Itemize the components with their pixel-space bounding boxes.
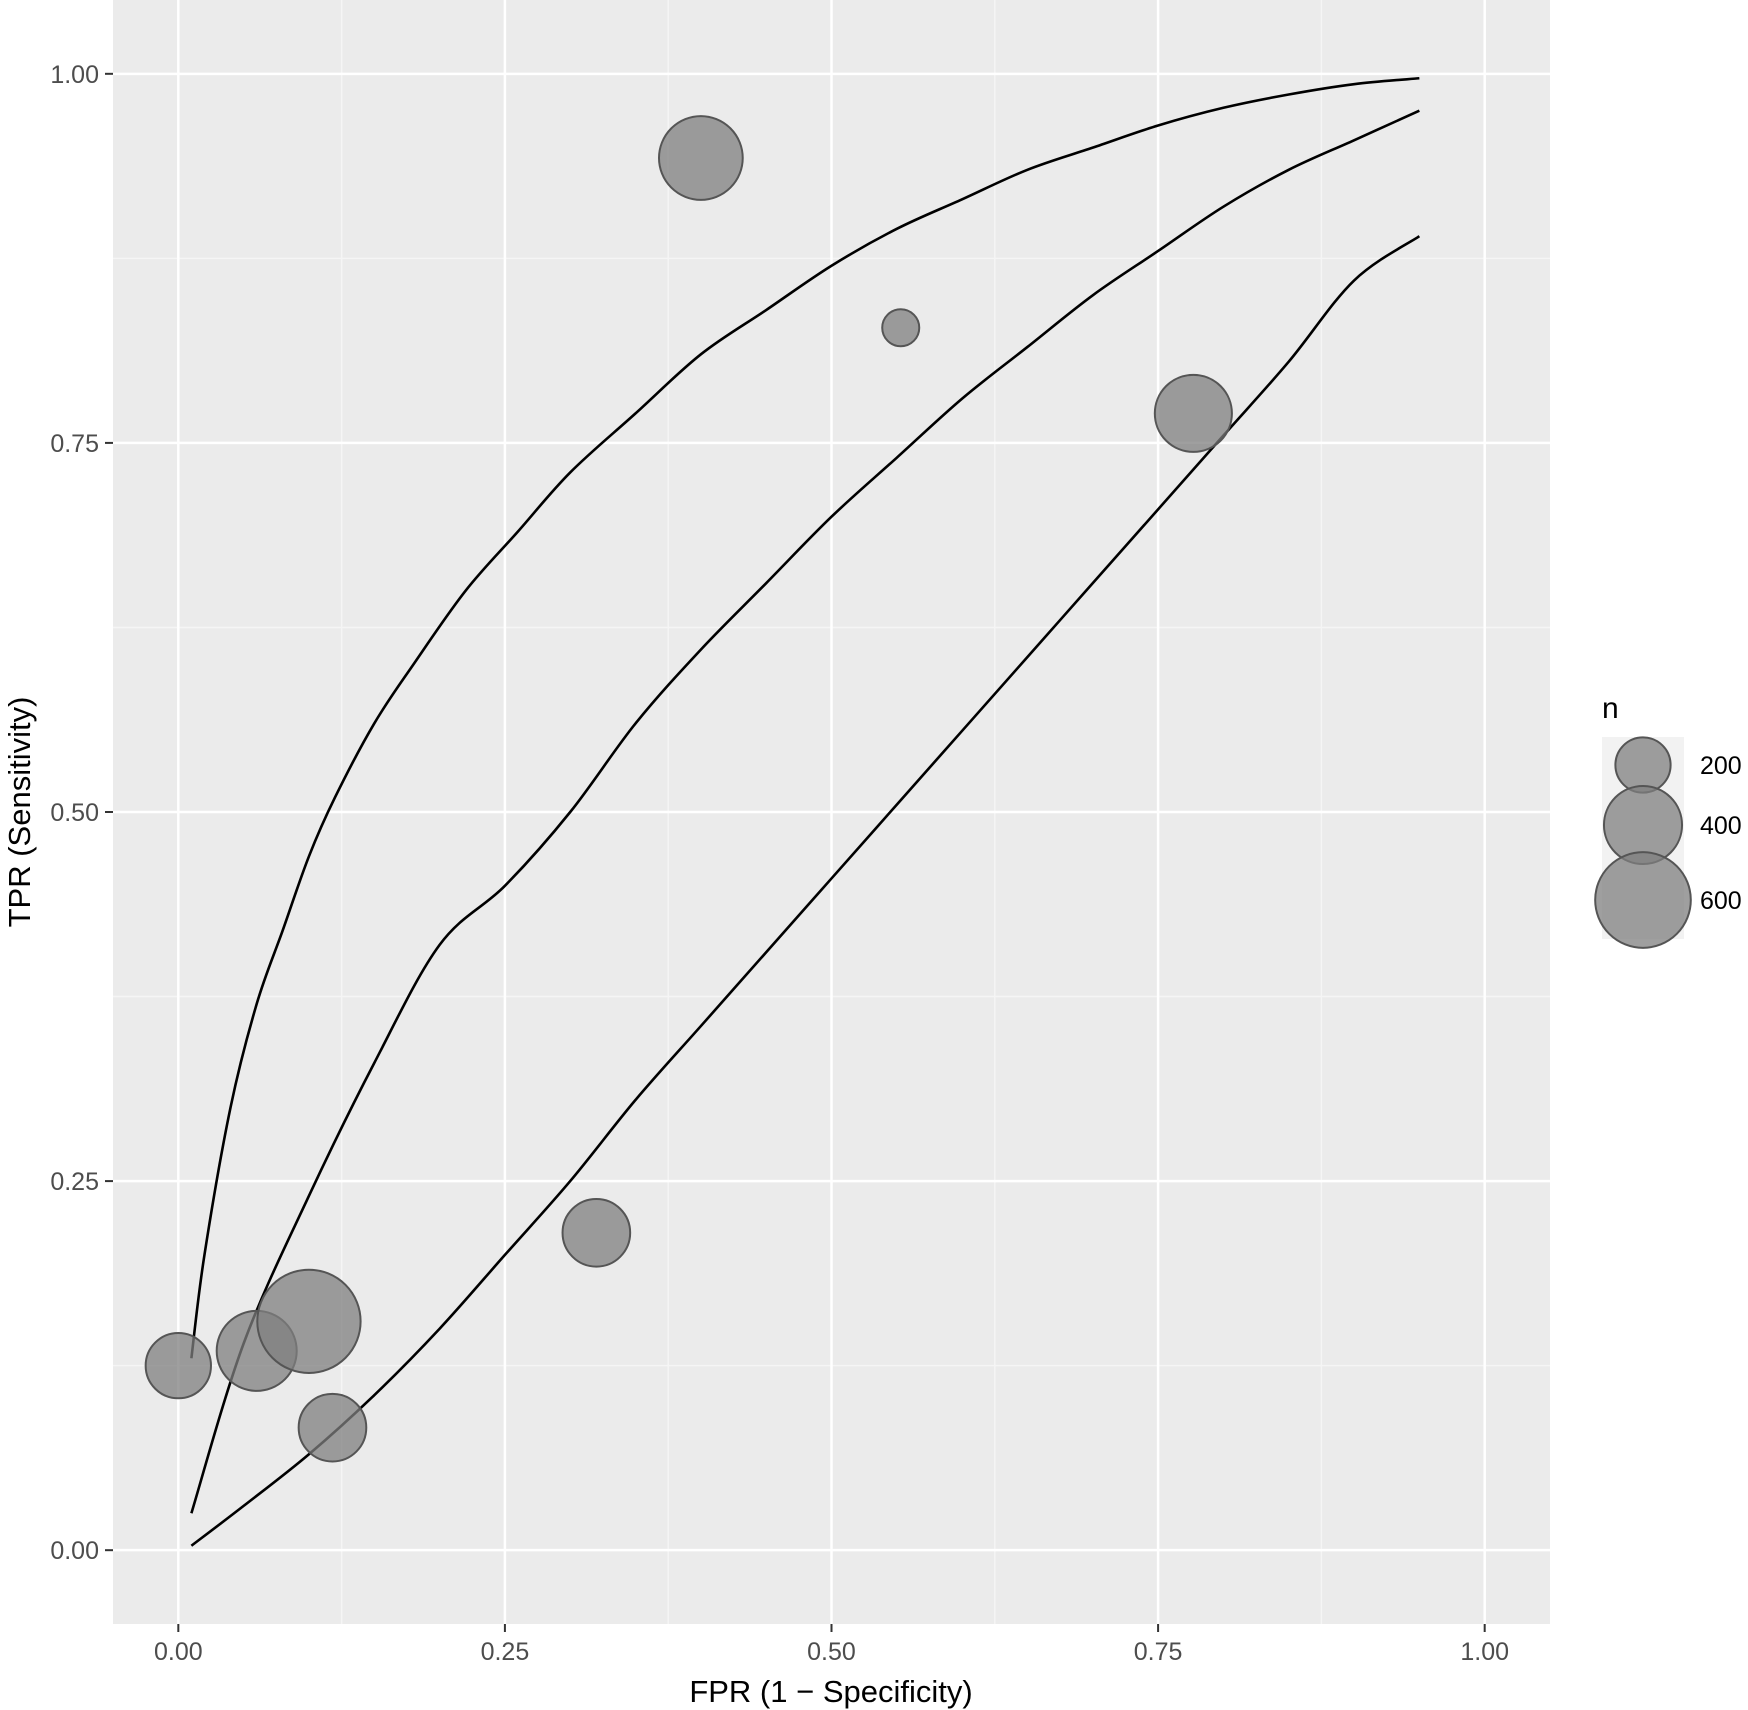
study-points [144, 115, 1233, 1463]
study-point [657, 115, 744, 201]
study-point [1153, 373, 1233, 453]
x-tick-label: 0.75 [1134, 1638, 1183, 1666]
size-legend: n 200 400 600 [1594, 692, 1742, 949]
y-axis: 0.00 0.25 0.50 0.75 1.00 [50, 61, 113, 1565]
x-tick-label: 1.00 [1460, 1638, 1509, 1666]
x-tick-label: 0.00 [154, 1638, 203, 1666]
legend-label-600: 600 [1700, 887, 1742, 915]
study-point [561, 1197, 632, 1268]
sroc-upper-curve [190, 76, 1420, 1359]
y-tick-label: 0.50 [50, 799, 99, 827]
y-tick-label: 1.00 [50, 61, 99, 89]
x-tick-label: 0.25 [481, 1638, 530, 1666]
legend-label-400: 400 [1700, 812, 1742, 840]
y-tick-label: 0.75 [50, 430, 99, 458]
x-tick-label: 0.50 [807, 1638, 856, 1666]
legend-label-200: 200 [1700, 752, 1742, 780]
legend-key-600 [1594, 851, 1692, 949]
study-point [881, 308, 921, 348]
y-tick-label: 0.25 [50, 1168, 99, 1196]
grid-major [113, 0, 1550, 1624]
study-point [144, 1331, 212, 1400]
legend-key-200 [1614, 736, 1672, 794]
x-axis: 0.00 0.25 0.50 0.75 1.00 [154, 1624, 1509, 1666]
sroc-curve [190, 109, 1420, 1514]
x-axis-title: FPR (1 − Specificity) [689, 1674, 972, 1709]
y-axis-title: TPR (Sensitivity) [2, 697, 37, 928]
y-tick-label: 0.00 [50, 1537, 99, 1565]
study-point [256, 1268, 362, 1374]
legend-title: n [1602, 692, 1619, 725]
study-point [297, 1392, 368, 1463]
